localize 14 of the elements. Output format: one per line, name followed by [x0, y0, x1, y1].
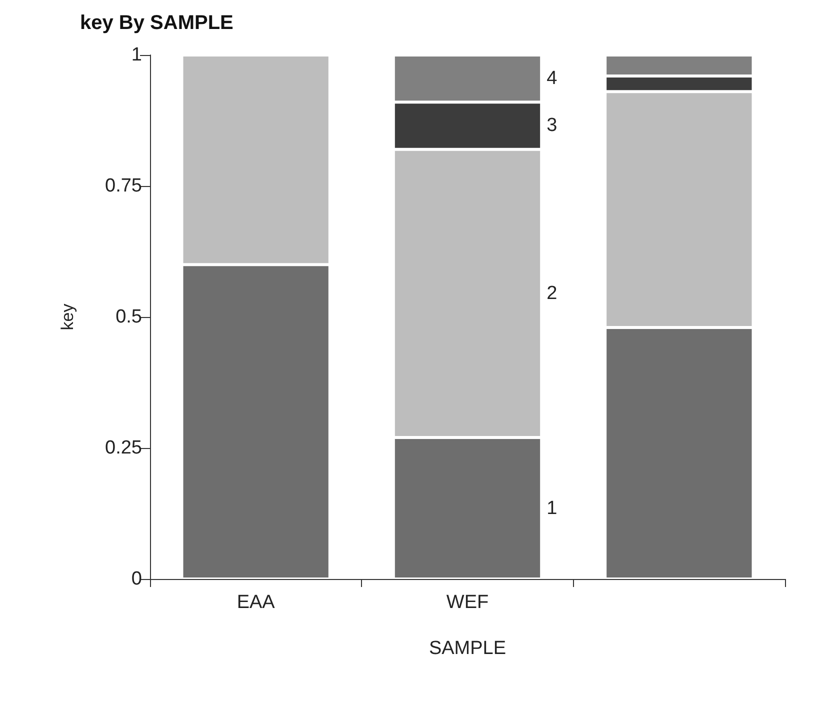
y-tick-label: 1 — [131, 44, 142, 66]
series-label: 3 — [546, 115, 558, 136]
x-axis-title: SAMPLE — [428, 638, 506, 659]
series-label: 1 — [546, 498, 558, 519]
y-tick-label: 0.75 — [105, 176, 142, 196]
y-tick-label: 0.5 — [116, 306, 142, 328]
y-tick-label: 0 — [131, 568, 142, 590]
series-label: 4 — [546, 68, 558, 90]
y-tick-label: 0.25 — [105, 438, 142, 458]
x-tick-label: EAA — [236, 592, 276, 613]
chart-title: key By SAMPLE — [80, 12, 234, 34]
y-axis-title: key — [58, 303, 77, 330]
series-label: 2 — [546, 282, 558, 304]
x-tick-label: WEF — [446, 592, 489, 613]
